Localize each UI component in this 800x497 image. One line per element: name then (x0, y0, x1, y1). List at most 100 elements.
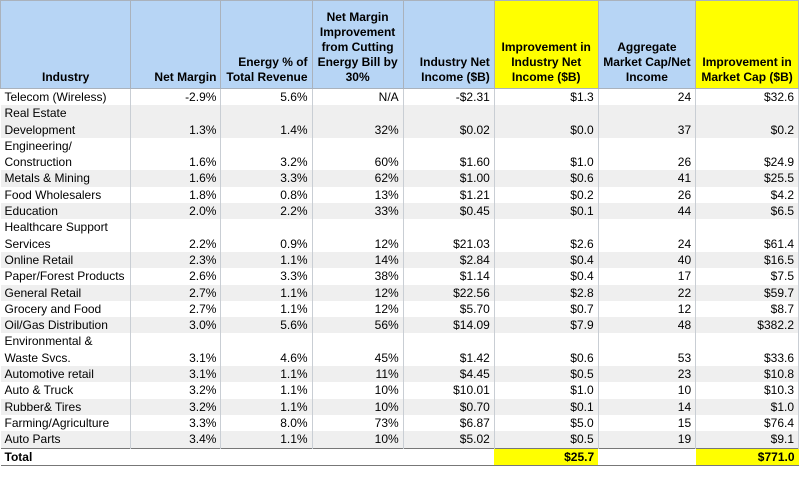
improvement-market-cap-cell: $25.5 (695, 170, 799, 187)
margin-improvement-cell: 12% (312, 284, 404, 301)
energy-pct-cell: 3.3% (220, 170, 313, 187)
energy-pct-cell: 1.1% (220, 300, 313, 318)
improvement-net-income-cell: $0.5 (494, 366, 599, 383)
improvement-market-cap-cell: $8.7 (695, 300, 799, 318)
improvement-net-income-cell: $0.6 (494, 333, 599, 367)
net-margin-cell: 1.6% (130, 170, 222, 187)
net-income-cell: $1.42 (403, 333, 495, 367)
improvement-market-cap-cell: $10.3 (695, 382, 799, 399)
industry-cell: General Retail (0, 284, 132, 301)
energy-pct-cell: 1.1% (220, 284, 313, 301)
total-cell (598, 447, 696, 466)
market-cap-ratio-cell: 12 (598, 300, 697, 318)
margin-improvement-cell: 10% (312, 398, 404, 415)
industry-cell: Grocery and Food (0, 300, 132, 318)
net-income-cell: $0.45 (403, 203, 495, 220)
improvement-net-income-cell: $0.4 (494, 251, 599, 269)
margin-improvement-cell: 12% (312, 219, 404, 252)
total-label: Total (0, 447, 131, 466)
total-cell (130, 447, 221, 466)
improvement-market-cap-cell: $7.5 (695, 268, 799, 285)
market-cap-ratio-cell: 15 (598, 414, 697, 432)
industry-cell: Healthcare Support Services (0, 219, 132, 252)
industry-cell: Telecom (Wireless) (0, 88, 132, 106)
market-cap-ratio-cell: 41 (598, 170, 697, 187)
net-income-cell: $0.70 (403, 398, 495, 415)
industry-cell: Online Retail (0, 251, 132, 269)
market-cap-ratio-cell: 37 (598, 105, 697, 138)
table-row: Automotive retail 3.1% 1.1% 11% $4.45 $0.5 23 $… (0, 366, 799, 383)
market-cap-ratio-cell: 26 (598, 137, 697, 171)
net-margin-cell: 2.7% (130, 300, 222, 318)
energy-pct-cell: 1.4% (220, 105, 313, 138)
table-row: Metals & Mining 1.6% 3.3% 62% $1.00 $0.6 41 $25… (0, 170, 799, 187)
improvement-net-income-cell: $0.1 (494, 203, 599, 220)
net-margin-cell: 2.3% (130, 251, 222, 269)
net-margin-cell: 3.1% (130, 366, 222, 383)
table-row: Food Wholesalers 1.8% 0.8% 13% $1.21 $0.2 26 $4… (0, 186, 799, 204)
total-cell (403, 447, 495, 466)
market-cap-ratio-cell: 17 (598, 268, 697, 285)
margin-improvement-cell: 56% (312, 317, 404, 334)
net-income-cell: $0.02 (403, 105, 495, 138)
improvement-net-income-cell: $0.5 (494, 431, 599, 449)
net-income-cell: $10.01 (403, 382, 495, 399)
net-income-cell: $1.60 (403, 137, 495, 171)
net-income-cell: $22.56 (403, 284, 495, 301)
energy-pct-cell: 0.8% (220, 186, 313, 204)
header-industry: Industry (0, 0, 132, 89)
table-row: Real Estate Development 1.3% 1.4% 32% $0.02 $… (0, 105, 799, 138)
improvement-net-income-cell: $0.7 (494, 300, 599, 318)
table-row: Online Retail 2.3% 1.1% 14% $2.84 $0.4 40 $16.5 (0, 251, 799, 269)
margin-improvement-cell: 73% (312, 414, 404, 432)
industry-cell: Rubber& Tires (0, 398, 132, 415)
net-income-cell: $2.84 (403, 251, 495, 269)
improvement-market-cap-cell: $382.2 (695, 317, 799, 334)
improvement-market-cap-cell: $10.8 (695, 366, 799, 383)
table-body: Telecom (Wireless) -2.9% 5.6% N/A -$2.31 $1.3… (0, 88, 799, 449)
net-income-cell: -$2.31 (403, 88, 495, 106)
margin-improvement-cell: 62% (312, 170, 404, 187)
improvement-net-income-cell: $7.9 (494, 317, 599, 334)
margin-improvement-cell: 10% (312, 382, 404, 399)
market-cap-ratio-cell: 23 (598, 366, 697, 383)
net-margin-cell: 1.3% (130, 105, 222, 138)
net-margin-cell: 2.2% (130, 219, 222, 252)
industry-cell: Farming/Agriculture (0, 414, 132, 432)
table-row: Grocery and Food 2.7% 1.1% 12% $5.70 $0.7 12 $8… (0, 300, 799, 318)
table-row: Auto & Truck 3.2% 1.1% 10% $10.01 $1.0 10 $10.3 (0, 382, 799, 399)
improvement-net-income-cell: $0.4 (494, 268, 599, 285)
net-margin-cell: 3.2% (130, 382, 222, 399)
industry-cell: Auto & Truck (0, 382, 132, 399)
net-margin-cell: 3.3% (130, 414, 222, 432)
market-cap-ratio-cell: 24 (598, 219, 697, 252)
energy-pct-cell: 2.2% (220, 203, 313, 220)
table-row: Paper/Forest Products 2.6% 3.3% 38% $1.14 $0.… (0, 268, 799, 285)
improvement-market-cap-cell: $76.4 (695, 414, 799, 432)
energy-pct-cell: 5.6% (220, 88, 313, 106)
header-market-cap-ratio: Aggregate Market Cap/Net Income (597, 0, 697, 89)
net-income-cell: $4.45 (403, 366, 495, 383)
improvement-market-cap-cell: $24.9 (695, 137, 799, 171)
improvement-net-income-cell: $0.0 (494, 105, 599, 138)
margin-improvement-cell: 45% (312, 333, 404, 367)
industry-cell: Environmental & Waste Svcs. (0, 333, 132, 367)
energy-pct-cell: 3.2% (220, 137, 313, 171)
table-row: Engineering/ Construction 1.6% 3.2% 60% $1.6… (0, 137, 799, 171)
improvement-net-income-cell: $0.1 (494, 398, 599, 415)
market-cap-ratio-cell: 26 (598, 186, 697, 204)
net-income-cell: $21.03 (403, 219, 495, 252)
margin-improvement-cell: 12% (312, 300, 404, 318)
industry-cell: Oil/Gas Distribution (0, 317, 132, 334)
improvement-market-cap-cell: $6.5 (695, 203, 799, 220)
net-margin-cell: 2.6% (130, 268, 222, 285)
net-income-cell: $1.21 (403, 186, 495, 204)
table-row: Telecom (Wireless) -2.9% 5.6% N/A -$2.31 $1.3… (0, 88, 799, 106)
industry-cell: Metals & Mining (0, 170, 132, 187)
net-income-cell: $5.02 (403, 431, 495, 449)
table-row: Rubber& Tires 3.2% 1.1% 10% $0.70 $0.1 14 $1.0 (0, 398, 799, 415)
margin-improvement-cell: 13% (312, 186, 404, 204)
industry-cell: Paper/Forest Products (0, 268, 132, 285)
table-row: Auto Parts 3.4% 1.1% 10% $5.02 $0.5 19 $9.1 (0, 431, 799, 449)
table-row: General Retail 2.7% 1.1% 12% $22.56 $2.8 22 $59… (0, 284, 799, 301)
